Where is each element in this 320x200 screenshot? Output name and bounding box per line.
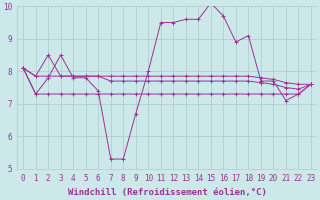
X-axis label: Windchill (Refroidissement éolien,°C): Windchill (Refroidissement éolien,°C) <box>68 188 267 197</box>
